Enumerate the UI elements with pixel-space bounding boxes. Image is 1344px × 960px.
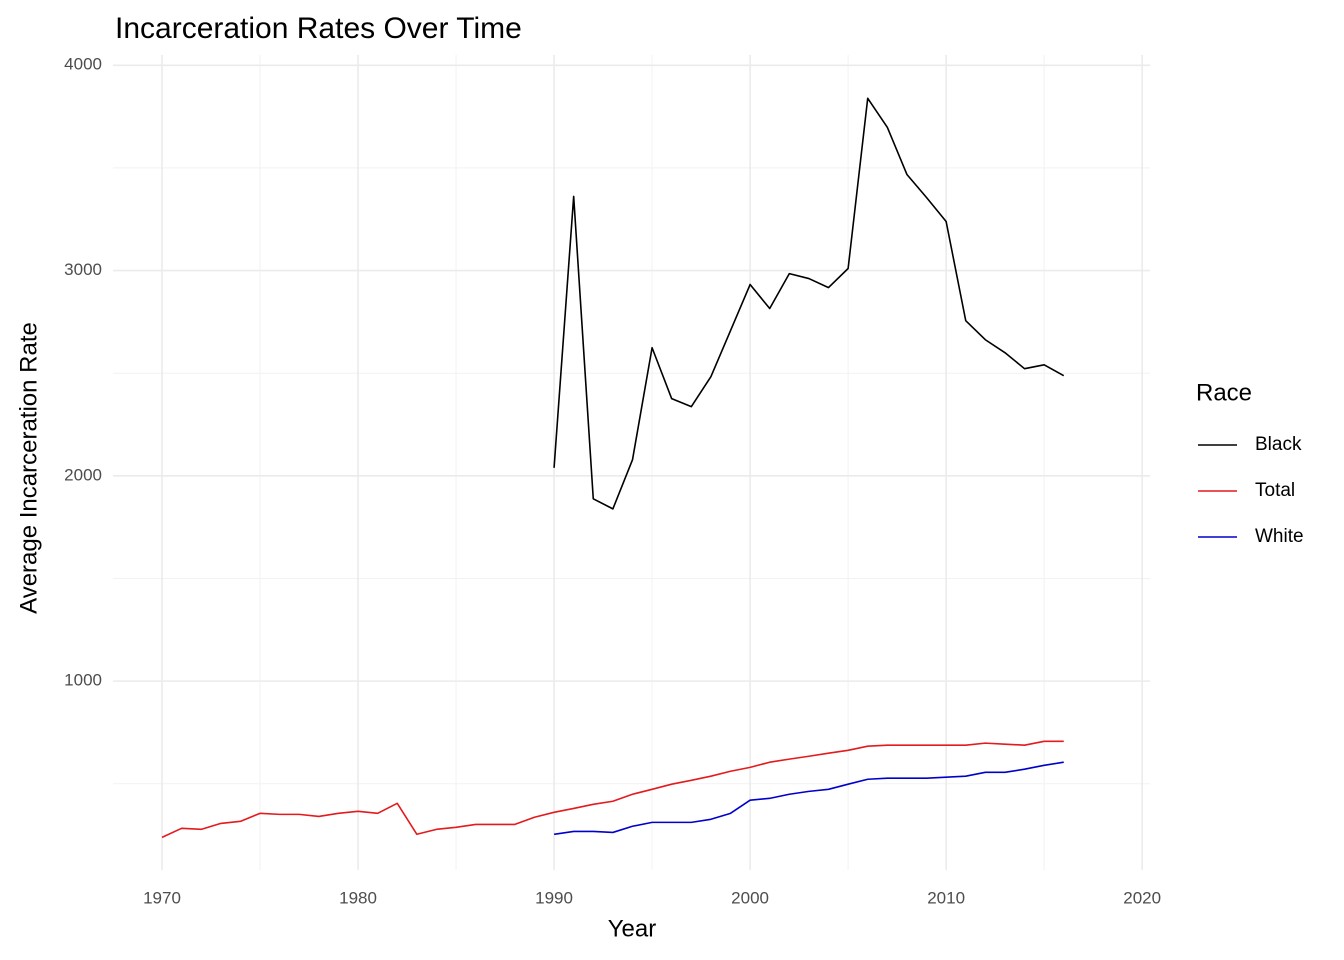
x-tick-label: 2020 <box>1123 888 1161 907</box>
line <box>161 740 1064 839</box>
line <box>553 97 1065 510</box>
x-tick-label: 1980 <box>339 888 377 907</box>
x-axis-label: Year <box>608 915 657 942</box>
line <box>553 761 1064 836</box>
legend-label: Total <box>1255 480 1295 501</box>
y-tick-label: 3000 <box>64 260 102 279</box>
x-tick-label: 1970 <box>143 888 181 907</box>
legend-label: Black <box>1255 434 1302 455</box>
x-tick-label: 2000 <box>731 888 769 907</box>
y-tick-label: 1000 <box>64 671 102 690</box>
y-tick-label: 2000 <box>64 465 102 484</box>
y-tick-label: 4000 <box>64 55 102 74</box>
y-axis-label: Average Incarceration Rate <box>15 322 42 614</box>
legend-label: White <box>1255 526 1304 547</box>
legend-title: Race <box>1196 379 1252 406</box>
x-tick-label: 1990 <box>535 888 573 907</box>
chart-title: Incarceration Rates Over Time <box>115 12 522 45</box>
x-tick-label: 2010 <box>927 888 965 907</box>
